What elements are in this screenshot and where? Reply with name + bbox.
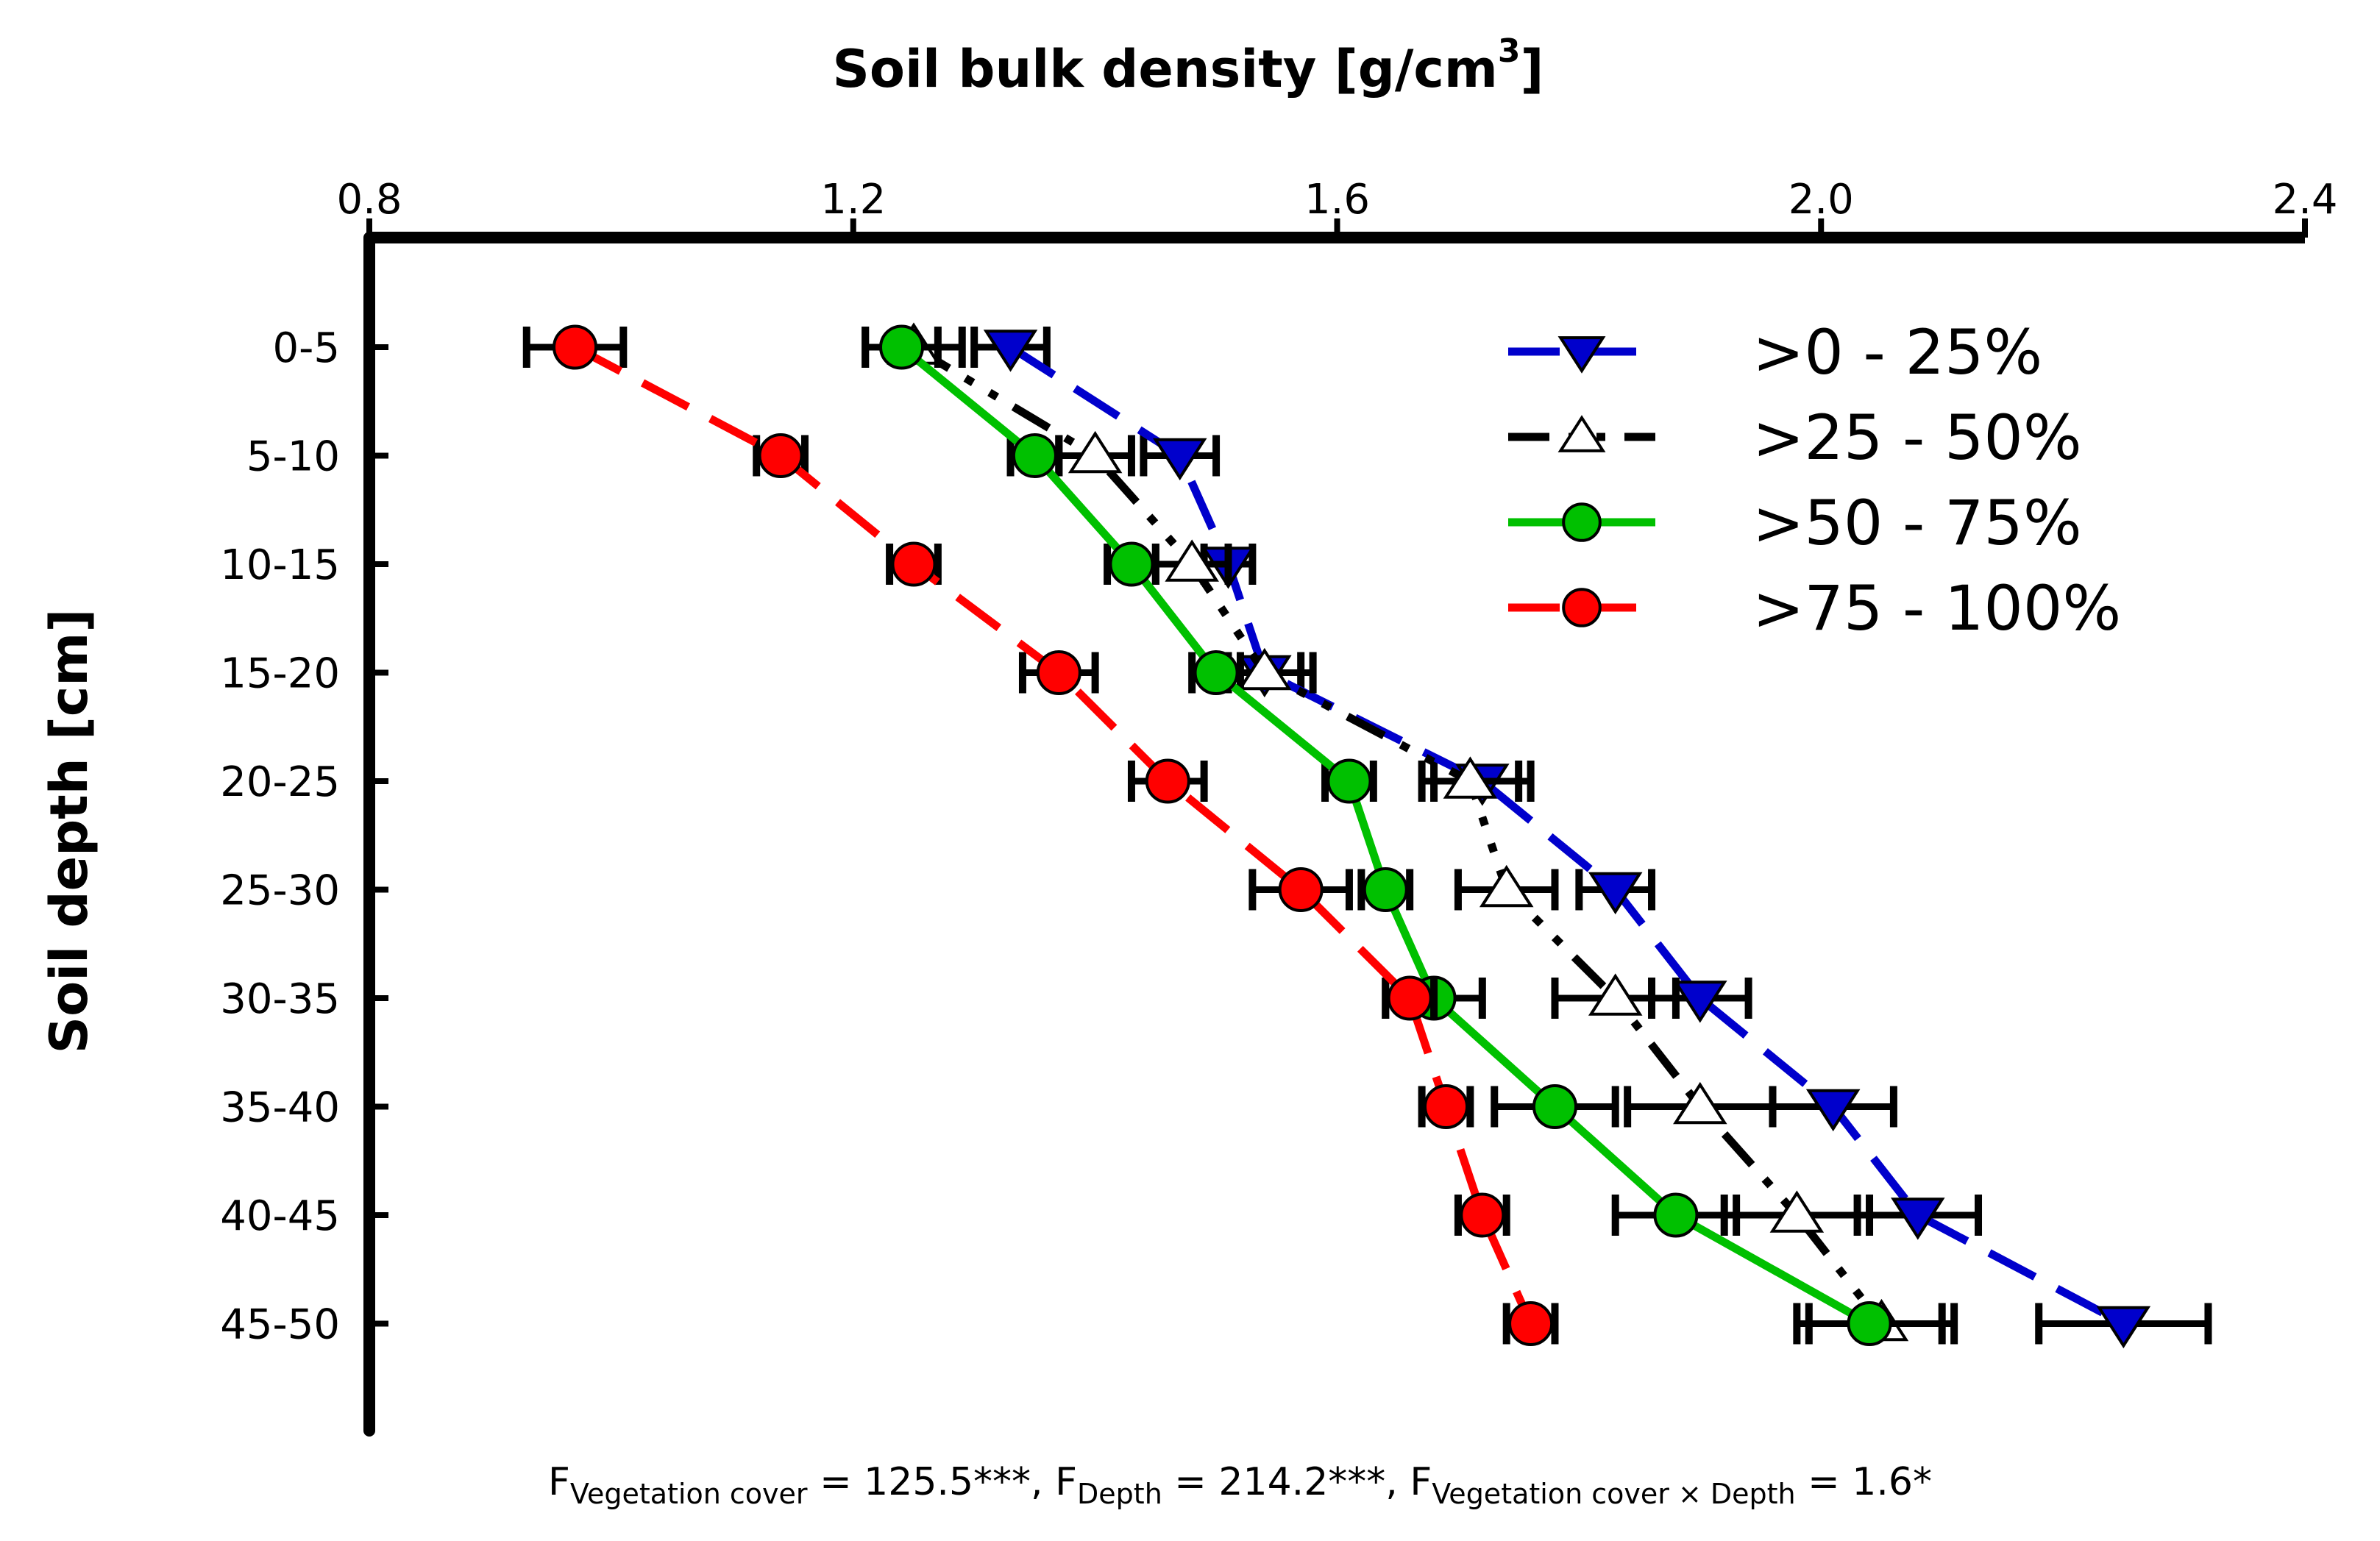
data-point	[1152, 438, 1207, 481]
y-tick-label: 10-15	[220, 541, 340, 589]
stat-f3-sub: Vegetation cover × Depth	[1432, 1478, 1795, 1510]
data-point	[758, 433, 803, 479]
y-tick-label: 25-30	[220, 867, 340, 915]
stats-annotation: FVegetation cover = 125.5***, FDepth = 2…	[548, 1460, 1932, 1510]
y-axis-title: Soil depth [cm]	[39, 609, 99, 1054]
legend-label: >50 - 75%	[1752, 487, 2082, 559]
data-point	[1805, 1089, 1861, 1132]
series-4	[522, 324, 1559, 1347]
stat-f3: F	[1410, 1460, 1432, 1504]
data-point	[1109, 541, 1154, 587]
data-point	[1653, 1192, 1699, 1238]
axes: 0.8 1.2 1.6 2.0 2.4 0-5 5-10 10-15 15-20 20-25 25-…	[220, 176, 2338, 1437]
y-tick-label: 20-25	[220, 758, 340, 806]
legend-swatch-marker	[1562, 588, 1602, 627]
data-point	[1673, 981, 1727, 1023]
y-tick-label: 45-50	[220, 1301, 340, 1349]
legend-swatch-marker	[1557, 415, 1606, 452]
y-tick-label: 0-5	[273, 324, 340, 372]
data-point	[891, 541, 937, 587]
legend-label: >75 - 100%	[1752, 572, 2121, 644]
data-point	[1423, 1083, 1469, 1130]
legend-item-2: >25 - 50%	[1508, 402, 2082, 474]
legend-swatch-marker	[1557, 336, 1606, 374]
stat-f2-sub: Depth	[1077, 1478, 1162, 1510]
legend-swatch-marker	[1562, 502, 1602, 542]
data-point	[1363, 866, 1408, 913]
x-tick-label: 2.0	[1788, 176, 1854, 224]
x-tick-label: 1.2	[820, 176, 886, 224]
series-2	[862, 322, 1958, 1345]
x-axis-title-main: Soil bulk density [g/cm	[833, 39, 1498, 99]
data-point	[1508, 1300, 1554, 1347]
legend-item-4: >75 - 100%	[1508, 572, 2121, 644]
stat-f3-val: = 1.6*	[1796, 1460, 1932, 1504]
data-point	[1769, 1190, 1825, 1233]
data-point	[1237, 647, 1292, 691]
legend-item-3: >50 - 75%	[1508, 487, 2082, 559]
stat-f1-val: = 125.5***,	[808, 1460, 1056, 1504]
series-1	[970, 327, 2212, 1349]
data-point	[1891, 1197, 1945, 1240]
stat-f1: F	[548, 1460, 570, 1504]
x-axis-title-sup: 3	[1498, 32, 1521, 70]
stat-f1-sub: Vegetation cover	[570, 1478, 808, 1510]
x-tick-label: 1.6	[1304, 176, 1370, 224]
data-point	[983, 330, 1038, 372]
y-tick-label: 35-40	[220, 1084, 340, 1132]
legend-label: >0 - 25%	[1752, 316, 2042, 388]
data-point	[1278, 866, 1324, 913]
data-point	[879, 324, 925, 370]
data-point	[1165, 539, 1219, 582]
series-line	[572, 344, 1535, 1325]
data-point	[1145, 758, 1190, 804]
data-point	[1588, 973, 1643, 1016]
x-tick-label: 0.8	[336, 176, 402, 224]
data-point	[1387, 975, 1432, 1021]
data-point	[1326, 758, 1372, 804]
y-tick-label: 5-10	[246, 433, 340, 481]
y-tick-label: 30-35	[220, 975, 340, 1023]
data-point	[1068, 430, 1123, 474]
stat-f2: F	[1055, 1460, 1077, 1504]
x-tick-label: 2.4	[2272, 176, 2337, 224]
data-point	[553, 324, 598, 370]
stat-f2-val: = 214.2***,	[1162, 1460, 1410, 1504]
y-tick-label: 15-20	[220, 650, 340, 698]
legend-item-1: >0 - 25%	[1508, 316, 2042, 388]
data-point	[1847, 1300, 1892, 1347]
data-point	[1532, 1083, 1578, 1130]
series-line	[899, 344, 1872, 1328]
y-tick-label: 40-45	[220, 1192, 340, 1240]
legend: >0 - 25% >25 - 50% >50 - 75% >75 - 100%	[1508, 316, 2121, 644]
data-point	[1479, 864, 1534, 908]
data-point	[2096, 1306, 2151, 1349]
series-line	[1008, 344, 2125, 1328]
data-point	[1012, 433, 1057, 479]
data-point	[1673, 1081, 1727, 1125]
data-point	[1036, 650, 1081, 696]
data-point	[1443, 756, 1498, 799]
data-point	[1460, 1192, 1505, 1238]
data-point	[1193, 650, 1239, 696]
series-line	[912, 344, 1885, 1326]
x-axis-title-close: ]	[1521, 39, 1544, 99]
series-layer	[522, 322, 2212, 1349]
x-axis-title: Soil bulk density [g/cm3]	[833, 32, 1544, 99]
legend-label: >25 - 50%	[1752, 402, 2082, 474]
series-3	[862, 324, 1946, 1347]
data-point	[1588, 872, 1643, 915]
